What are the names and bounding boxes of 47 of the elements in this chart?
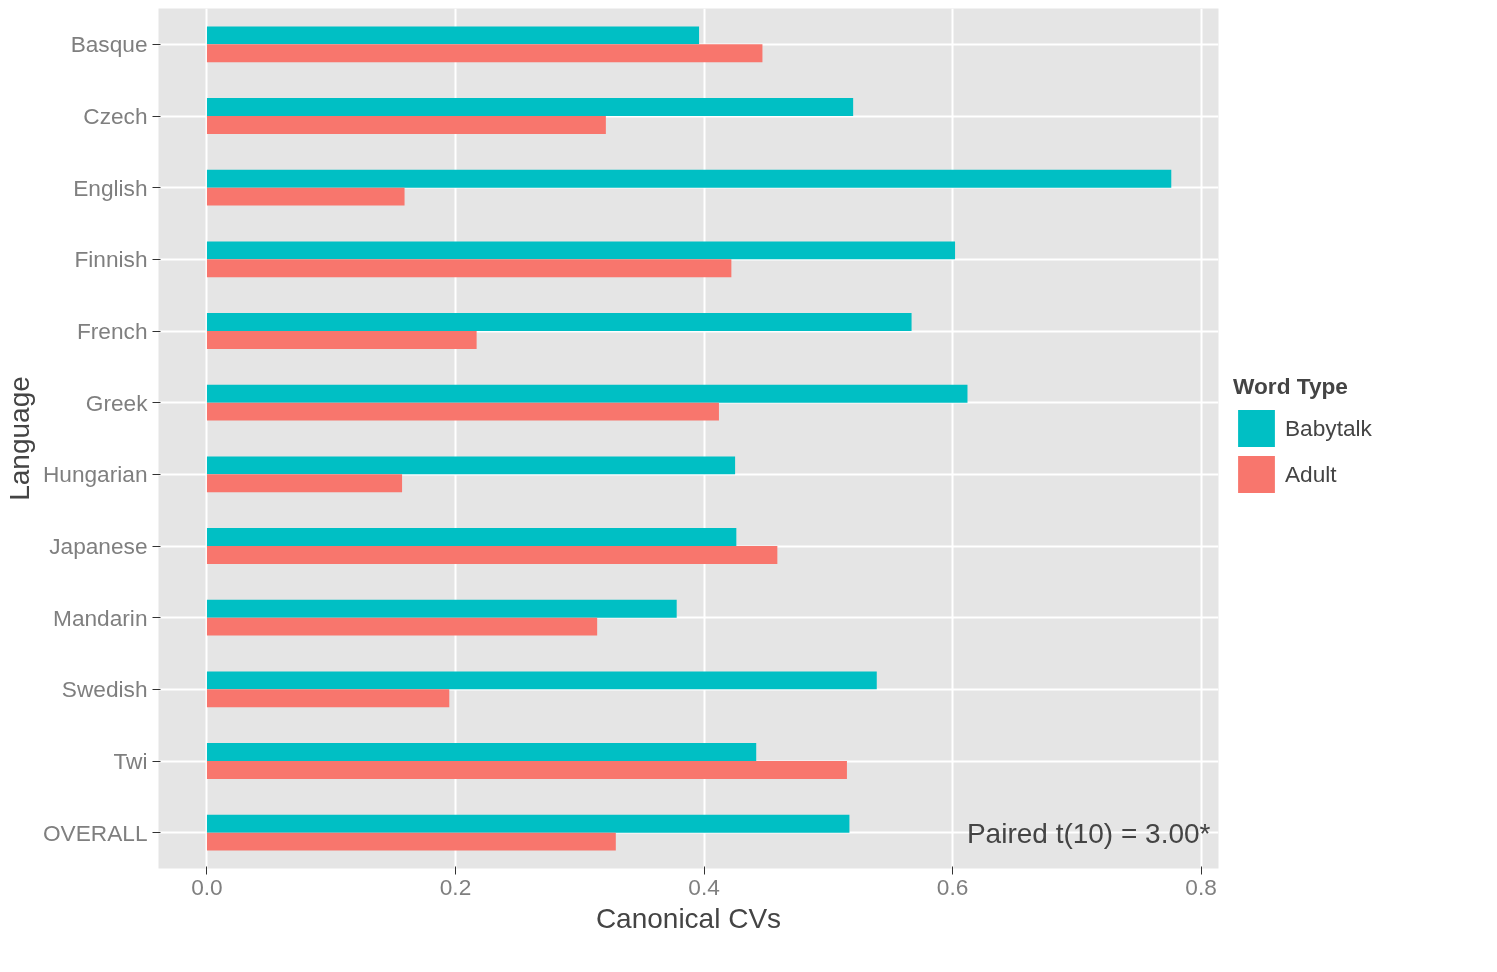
bar: [206, 761, 847, 779]
y-tick-label: OVERALL: [42, 819, 148, 846]
bar: [206, 474, 403, 493]
bar: [206, 259, 732, 278]
y-tick-label: Finnish: [74, 246, 148, 273]
bar: [206, 26, 700, 45]
x-tick-label: 0.4: [688, 873, 720, 900]
bar: [206, 671, 877, 690]
bar: [206, 456, 736, 475]
bar: [206, 546, 778, 564]
y-tick-label: Twi: [113, 748, 148, 774]
y-tick-label: Greek: [85, 389, 149, 416]
x-axis-title: Canonical CVs: [595, 902, 782, 934]
bar: [206, 528, 737, 546]
bar: [206, 116, 606, 134]
bar: [206, 44, 763, 63]
bar: [206, 384, 968, 403]
bar: [206, 599, 677, 618]
bar: [206, 832, 616, 851]
y-tick-label: English: [73, 174, 148, 201]
bar: [206, 814, 850, 833]
x-tick-label: 0.6: [936, 873, 969, 900]
bar: [206, 743, 757, 761]
bar: [206, 187, 405, 206]
y-tick-label: Mandarin: [53, 604, 148, 631]
annotation: Paired t(10) = 3.00*: [966, 817, 1211, 849]
bar: [206, 331, 477, 349]
y-tick-label: Basque: [70, 31, 148, 58]
bar: [206, 689, 450, 708]
x-tick-label: 0.0: [191, 873, 223, 900]
bar: [206, 169, 1172, 188]
y-tick-label: Swedish: [61, 676, 148, 703]
y-tick-label: Hungarian: [42, 461, 148, 488]
y-tick-label: French: [76, 318, 148, 344]
bar: [206, 241, 956, 260]
legend-title: Word Type: [1233, 373, 1349, 400]
legend-label: Adult: [1285, 460, 1337, 488]
y-axis-title: Language: [3, 376, 35, 501]
bar: [206, 402, 719, 421]
bar: [206, 98, 854, 116]
y-tick-label: Czech: [83, 103, 148, 129]
x-tick-label: 0.8: [1185, 873, 1217, 900]
bar: [206, 617, 598, 636]
x-tick-label: 0.2: [439, 873, 472, 900]
bar: [206, 313, 912, 331]
legend-label: Babytalk: [1285, 414, 1372, 442]
y-tick-label: Japanese: [49, 533, 148, 559]
